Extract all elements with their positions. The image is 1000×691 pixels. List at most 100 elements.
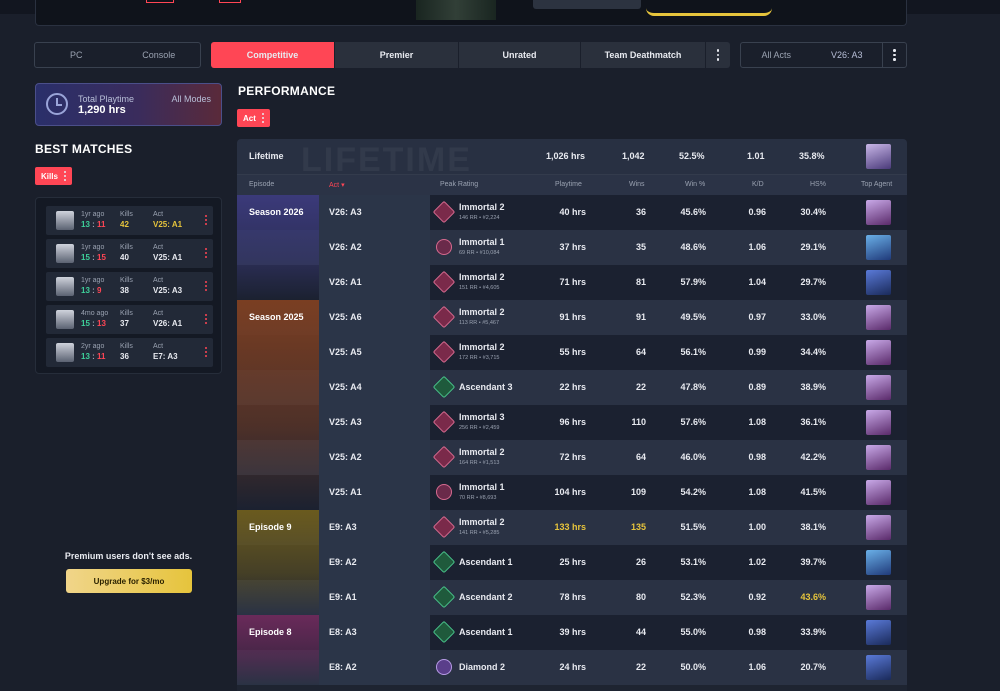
top-agent-icon: [866, 410, 891, 435]
wins-cell: 36: [635, 207, 646, 217]
ads-notice: Premium users don't see ads.: [64, 551, 193, 561]
premium-button[interactable]: [646, 0, 772, 16]
rank-icon: [432, 270, 456, 294]
table-row[interactable]: V25: A2 Immortal 2 164 RR • #1,513 72 hrs 64…: [237, 440, 907, 475]
rank-name: Ascendant 1: [459, 627, 513, 637]
wins-cell: 64: [635, 347, 646, 357]
header-playtime[interactable]: Playtime: [555, 181, 582, 188]
top-agent-icon: [866, 305, 891, 330]
best-match-row[interactable]: 2yr ago 13 : 11 Kills 36 Act E7: A3: [46, 338, 213, 367]
match-score: 13 : 9: [81, 286, 102, 295]
agent-avatar: [56, 277, 74, 296]
lifetime-watermark: LIFETIME: [301, 141, 472, 179]
rank-icon: [432, 200, 456, 224]
agent-avatar: [56, 211, 74, 230]
rank-icon: [436, 659, 452, 675]
platform-console[interactable]: Console: [142, 50, 176, 60]
header-peak-rating[interactable]: Peak Rating: [440, 181, 479, 188]
header-button[interactable]: [533, 0, 641, 9]
best-matches-title: BEST MATCHES: [35, 142, 133, 156]
table-row[interactable]: V25: A6 Immortal 2 113 RR • #5,467 91 hrs 91…: [237, 300, 907, 335]
kd-cell: 0.98: [748, 627, 766, 637]
playtime-cell: 24 hrs: [559, 662, 586, 672]
kills-label: Kills: [120, 310, 133, 317]
top-agent-icon: [866, 200, 891, 225]
act-cell: V25: A5: [329, 347, 362, 357]
best-match-row[interactable]: 1yr ago 15 : 15 Kills 40 Act V25: A1: [46, 239, 213, 268]
tab-unrated[interactable]: Unrated: [459, 42, 581, 68]
table-row[interactable]: E9: A3 Immortal 2 141 RR • #5,285 133 hrs 13…: [237, 510, 907, 545]
performance-group-chip[interactable]: Act: [237, 109, 270, 127]
rank-icon: [432, 340, 456, 364]
act-label: Act: [153, 244, 164, 251]
table-row[interactable]: E9: A2 Ascendant 1 25 hrs 26 53.1% 1.02 39.7%: [237, 545, 907, 580]
table-row[interactable]: V25: A5 Immortal 2 172 RR • #3,715 55 hrs 64…: [237, 335, 907, 370]
rank-icon: [432, 305, 456, 329]
rank-name: Immortal 1: [459, 482, 505, 492]
rank-sub: 256 RR • #2,459: [459, 425, 500, 431]
header-wins[interactable]: Wins: [629, 181, 645, 188]
wins-cell: 26: [635, 557, 646, 567]
rank-icon: [432, 410, 456, 434]
rank-icon: [436, 484, 452, 500]
acts-selected[interactable]: V26: A3: [830, 50, 863, 60]
hs-cell: 29.7%: [800, 277, 826, 287]
sort-desc-icon: ▾: [341, 182, 345, 189]
header-winpct[interactable]: Win %: [685, 181, 706, 188]
match-score: 13 : 11: [81, 220, 106, 229]
kd-cell: 0.97: [748, 312, 766, 322]
best-match-row[interactable]: 1yr ago 13 : 11 Kills 42 Act V25: A1: [46, 206, 213, 235]
wins-cell: 81: [635, 277, 646, 287]
kebab-icon[interactable]: [205, 215, 207, 225]
act-cell: E8: A2: [329, 662, 357, 672]
wins-cell: 91: [635, 312, 646, 322]
playtime-cell: 71 hrs: [559, 277, 586, 287]
kd-cell: 1.04: [748, 277, 766, 287]
acts-more-button[interactable]: [882, 43, 906, 67]
header-hs[interactable]: HS%: [810, 181, 826, 188]
match-ago: 1yr ago: [81, 277, 105, 284]
episode-label: Episode 9: [249, 522, 292, 532]
header-act[interactable]: Act ▾: [329, 182, 345, 189]
upgrade-button[interactable]: Upgrade for $3/mo: [66, 569, 192, 593]
playtime-cell: 72 hrs: [559, 452, 586, 462]
table-row[interactable]: E8: A3 Ascendant 1 39 hrs 44 55.0% 0.98 33.9%: [237, 615, 907, 650]
top-agent-icon: [866, 585, 891, 610]
more-modes-button[interactable]: [706, 42, 730, 68]
kills-label: Kills: [120, 244, 133, 251]
rank-sub: 146 RR • #2,224: [459, 215, 500, 221]
platform-pc[interactable]: PC: [69, 50, 83, 60]
table-row[interactable]: V26: A1 Immortal 2 151 RR • #4,605 71 hrs 81…: [237, 265, 907, 300]
sort-chip-label: Kills: [41, 171, 58, 181]
act-cell: V25: A1: [329, 487, 362, 497]
tab-team-deathmatch[interactable]: Team Deathmatch: [581, 42, 706, 68]
table-row[interactable]: E9: A1 Ascendant 2 78 hrs 80 52.3% 0.92 43.6%: [237, 580, 907, 615]
acts-all[interactable]: All Acts: [761, 50, 791, 60]
kills-label: Kills: [120, 211, 133, 218]
best-matches-sort-chip[interactable]: Kills: [35, 167, 72, 185]
act-cell: E9: A3: [329, 522, 357, 532]
hs-cell: 39.7%: [800, 557, 826, 567]
rank-name: Immortal 2: [459, 517, 505, 527]
kebab-icon[interactable]: [205, 248, 207, 258]
kebab-icon[interactable]: [205, 314, 207, 324]
table-row[interactable]: V25: A3 Immortal 3 256 RR • #2,459 96 hrs 11…: [237, 405, 907, 440]
tab-competitive[interactable]: Competitive: [211, 42, 335, 68]
best-match-row[interactable]: 4mo ago 15 : 13 Kills 37 Act V26: A1: [46, 305, 213, 334]
hs-cell: 30.4%: [800, 207, 826, 217]
rank-name: Immortal 3: [459, 412, 505, 422]
tab-premier[interactable]: Premier: [335, 42, 459, 68]
table-row[interactable]: V25: A1 Immortal 1 70 RR • #8,693 104 hrs 10…: [237, 475, 907, 510]
kebab-icon[interactable]: [205, 281, 207, 291]
header-kd[interactable]: K/D: [752, 181, 764, 188]
table-row[interactable]: E8: A2 Diamond 2 24 hrs 22 50.0% 1.06 20.7%: [237, 650, 907, 685]
table-row[interactable]: V26: A3 Immortal 2 146 RR • #2,224 40 hrs 36…: [237, 195, 907, 230]
lifetime-hs: 35.8%: [799, 151, 825, 161]
rank-name: Ascendant 2: [459, 592, 513, 602]
kebab-icon[interactable]: [205, 347, 207, 357]
best-match-row[interactable]: 1yr ago 13 : 9 Kills 38 Act V25: A3: [46, 272, 213, 301]
winpct-cell: 55.0%: [680, 627, 706, 637]
table-row[interactable]: V26: A2 Immortal 1 69 RR • #10,084 37 hrs 35…: [237, 230, 907, 265]
table-row[interactable]: V25: A4 Ascendant 3 22 hrs 22 47.8% 0.89 38.9%: [237, 370, 907, 405]
kills-value: 37: [120, 319, 129, 328]
